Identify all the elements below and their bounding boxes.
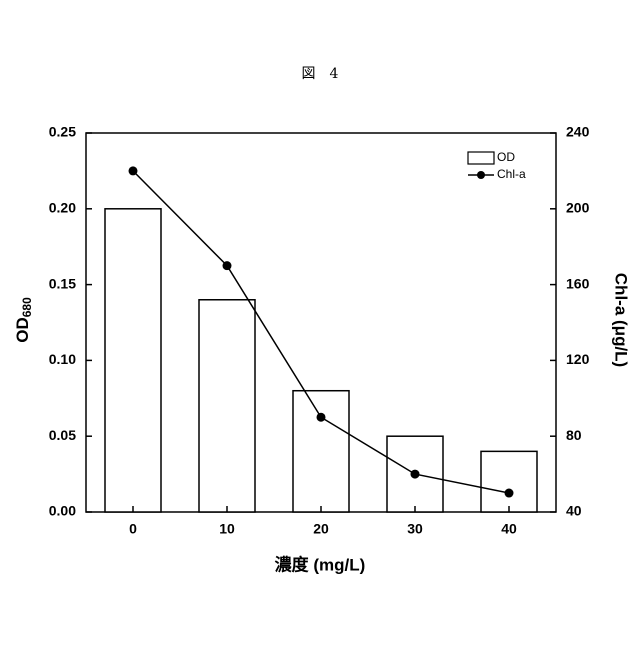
y-tick-label: 0.05 <box>49 427 76 443</box>
y-axis-label: OD680 <box>13 297 34 343</box>
y2-tick-label: 200 <box>566 200 590 216</box>
x-tick-label: 0 <box>129 521 137 537</box>
x-tick-label: 40 <box>501 521 517 537</box>
y2-tick-label: 240 <box>566 124 590 140</box>
point <box>411 470 420 479</box>
x-axis-label: 濃度 (mg/L) <box>275 554 366 574</box>
y-tick-label: 0.00 <box>49 503 76 519</box>
bar <box>199 300 255 512</box>
point <box>317 413 326 422</box>
y-tick-label: 0.20 <box>49 200 76 216</box>
chart-title: 図 4 <box>302 66 339 82</box>
legend-swatch <box>468 152 494 164</box>
x-tick-label: 20 <box>313 521 329 537</box>
x-tick-label: 10 <box>219 521 235 537</box>
point <box>129 166 138 175</box>
point <box>223 261 232 270</box>
y2-tick-label: 80 <box>566 427 582 443</box>
legend-marker <box>477 171 485 179</box>
x-tick-label: 30 <box>407 521 423 537</box>
y2-tick-label: 120 <box>566 351 590 367</box>
y-tick-label: 0.25 <box>49 124 76 140</box>
y-tick-label: 0.15 <box>49 275 76 291</box>
y2-tick-label: 40 <box>566 503 582 519</box>
page: 図 4 OD680 Chl-a (μg/L) 濃度 (mg/L) 0.000.0… <box>0 0 640 640</box>
y-label-sub: 680 <box>20 297 34 317</box>
y-tick-label: 0.10 <box>49 351 76 367</box>
bar <box>105 209 161 512</box>
legend-label: OD <box>497 150 515 164</box>
y-label-main: OD <box>13 317 32 343</box>
y2-tick-label: 160 <box>566 275 590 291</box>
bar <box>293 391 349 512</box>
point <box>505 489 514 498</box>
legend-label: Chl-a <box>497 167 526 181</box>
chart: 図 4 OD680 Chl-a (μg/L) 濃度 (mg/L) 0.000.0… <box>0 0 640 640</box>
y2-axis-label: Chl-a (μg/L) <box>612 273 631 367</box>
bar <box>481 451 537 512</box>
